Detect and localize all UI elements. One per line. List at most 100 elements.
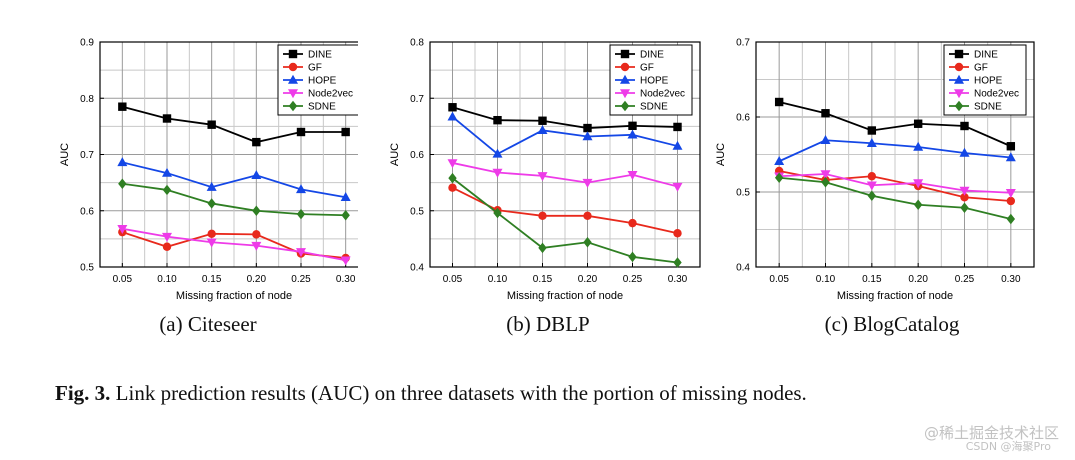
legend-label: HOPE [640,76,669,87]
x-tick-label: 0.25 [623,274,643,285]
data-point [162,242,172,251]
x-tick-label: 0.10 [157,274,177,285]
data-point [959,147,970,157]
data-point [538,116,547,125]
data-point [340,192,351,201]
data-point [960,121,969,131]
series-line [778,101,1012,148]
data-point [1005,189,1016,198]
legend: DINE GF HOPE Node2vec SDNE [609,44,693,116]
legend-marker [620,49,630,59]
data-point [628,251,637,263]
legend-marker [620,62,630,72]
data-point [206,238,217,248]
y-tick-label: 0.7 [736,38,750,49]
legend-label: DINE [640,50,664,61]
data-point [252,205,261,216]
data-point [118,102,127,111]
watermark: @稀土掘金技术社区 [923,424,1059,442]
legend-label: SDNE [640,102,668,113]
data-point [627,129,638,139]
legend-marker [288,74,298,84]
data-point [448,103,457,112]
subplot-label-c: (c) BlogCatalog [824,312,960,336]
figure-caption: Fig. 3. Link prediction results (AUC) on… [55,378,1035,409]
data-point [672,182,683,192]
x-tick-label: 0.25 [955,274,975,285]
data-point [251,241,262,251]
legend-marker [620,89,630,99]
data-point [448,172,457,184]
legend: DINE GF HOPE Node2vec SDNE [277,44,358,116]
x-axis-label: Missing fraction of node [837,290,953,302]
data-point [673,257,682,268]
data-point [913,199,923,210]
data-point [820,135,831,144]
y-tick-label: 0.5 [410,206,424,217]
x-tick-label: 0.10 [816,274,836,285]
x-tick-label: 0.15 [533,274,553,285]
chart-dblp: 0.4 0.5 0.6 0.7 0.8 0.05 0.10 0.15 0.20 0.25 0.30 M… [389,38,701,302]
x-tick-label: 0.25 [291,274,311,285]
legend-marker [620,74,630,84]
x-tick-label: 0.30 [1001,274,1021,285]
data-point [296,248,306,258]
x-tick-label: 0.05 [769,274,789,285]
series-line [451,177,678,264]
y-tick-label: 0.5 [80,263,94,274]
data-point [867,126,877,135]
y-tick-label: 0.8 [80,94,94,105]
legend-marker [954,74,964,84]
data-point [162,114,172,123]
data-point [341,210,350,221]
series-hope [774,135,1016,165]
series-sdne [448,172,682,268]
chart-blogcatalog: 0.4 0.5 0.6 0.7 0.05 0.10 0.15 0.20 0.25 0.30 Miss… [716,38,1035,302]
series-line [122,105,346,144]
x-tick-label: 0.05 [113,274,133,285]
series-hope [117,157,351,201]
y-tick-label: 0.4 [410,263,424,274]
series-line [122,182,346,217]
caption-label: Fig. 3. [55,381,111,405]
data-point [252,230,261,239]
subplot-label-a: (a) Citeseer [159,312,257,336]
data-point [960,202,969,213]
data-point [866,138,877,147]
data-point [162,184,172,196]
plot-frame [755,41,1035,268]
data-point [1006,196,1016,206]
y-axis-label: AUC [389,143,401,166]
data-point [341,127,350,137]
series-line [778,139,1011,163]
data-point [628,218,637,228]
series-node2vec [447,159,683,192]
legend-label: Node2vec [640,89,685,100]
data-point [582,178,593,188]
data-point [959,186,970,196]
legend-marker [954,62,964,72]
data-point [821,109,830,118]
legend-label: DINE [308,50,332,61]
series-line [452,162,678,188]
data-point [673,229,682,238]
x-tick-label: 0.15 [202,274,222,285]
data-point [492,148,503,158]
legend-label: SDNE [308,102,336,113]
legend-marker [954,89,964,99]
data-point [252,137,261,147]
y-tick-label: 0.7 [80,150,94,161]
y-axis-label: AUC [716,143,727,166]
data-point [207,120,216,129]
legend-marker [288,49,298,59]
data-point [820,170,831,180]
y-tick-label: 0.4 [736,263,750,274]
data-point [1006,213,1016,225]
legend-label: Node2vec [308,89,353,100]
series-line [451,116,678,156]
legend-marker [288,89,298,99]
data-point [537,172,548,182]
data-point [538,242,547,254]
y-tick-label: 0.7 [410,94,424,105]
legend-label: DINE [974,50,998,61]
